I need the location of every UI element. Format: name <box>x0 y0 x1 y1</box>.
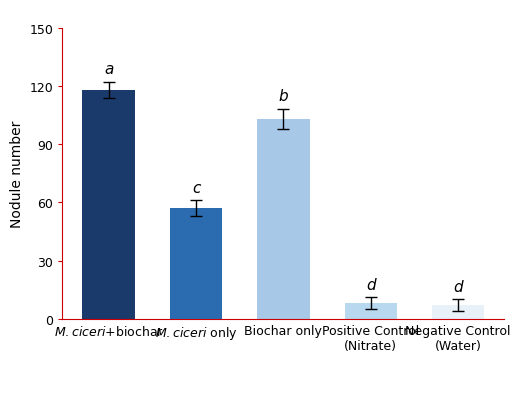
Text: c: c <box>192 180 200 195</box>
Text: d: d <box>453 279 463 294</box>
Y-axis label: Nodule number: Nodule number <box>10 120 24 227</box>
Text: a: a <box>104 62 113 77</box>
Bar <box>170 209 222 319</box>
Text: d: d <box>366 277 375 292</box>
Bar <box>345 303 397 319</box>
Bar <box>432 306 484 319</box>
Bar <box>257 119 309 319</box>
Text: b: b <box>279 89 288 104</box>
Bar <box>83 90 135 319</box>
